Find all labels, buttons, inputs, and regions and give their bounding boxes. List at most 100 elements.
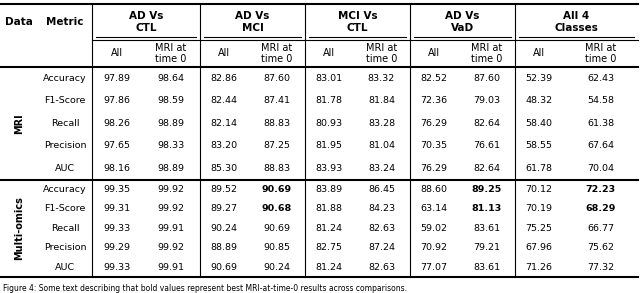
Text: 87.24: 87.24 xyxy=(368,243,395,252)
Text: 75.62: 75.62 xyxy=(587,243,614,252)
Text: 83.32: 83.32 xyxy=(368,74,395,83)
Text: 88.83: 88.83 xyxy=(263,164,290,173)
Text: 81.24: 81.24 xyxy=(316,224,342,233)
Text: 80.93: 80.93 xyxy=(316,119,342,128)
Text: 98.59: 98.59 xyxy=(157,96,184,105)
Text: 72.23: 72.23 xyxy=(586,185,616,194)
Text: 90.68: 90.68 xyxy=(261,204,292,213)
Text: 70.92: 70.92 xyxy=(420,243,447,252)
Text: 66.77: 66.77 xyxy=(587,224,614,233)
Text: 82.63: 82.63 xyxy=(368,224,395,233)
Text: 58.55: 58.55 xyxy=(525,141,552,150)
Text: MRI at
time 0: MRI at time 0 xyxy=(585,43,616,64)
Text: 70.12: 70.12 xyxy=(525,185,552,194)
Text: Metric: Metric xyxy=(46,17,84,27)
Text: 70.04: 70.04 xyxy=(587,164,614,173)
Text: 83.93: 83.93 xyxy=(316,164,342,173)
Text: 83.24: 83.24 xyxy=(368,164,395,173)
Text: 76.29: 76.29 xyxy=(420,119,447,128)
Text: 97.86: 97.86 xyxy=(104,96,131,105)
Text: 89.25: 89.25 xyxy=(472,185,502,194)
Text: 88.89: 88.89 xyxy=(211,243,237,252)
Text: 82.75: 82.75 xyxy=(316,243,342,252)
Text: 67.96: 67.96 xyxy=(525,243,552,252)
Text: 87.41: 87.41 xyxy=(263,96,290,105)
Text: 81.84: 81.84 xyxy=(368,96,395,105)
Text: AD Vs
CTL: AD Vs CTL xyxy=(129,11,163,33)
Text: 77.32: 77.32 xyxy=(587,263,614,272)
Text: 83.61: 83.61 xyxy=(473,263,500,272)
Text: Accuracy: Accuracy xyxy=(43,74,87,83)
Text: 97.89: 97.89 xyxy=(104,74,131,83)
Text: 70.19: 70.19 xyxy=(525,204,552,213)
Text: 77.07: 77.07 xyxy=(420,263,447,272)
Text: 75.25: 75.25 xyxy=(525,224,552,233)
Text: Accuracy: Accuracy xyxy=(43,185,87,194)
Text: 79.21: 79.21 xyxy=(473,243,500,252)
Text: 87.60: 87.60 xyxy=(473,74,500,83)
Text: 90.85: 90.85 xyxy=(263,243,290,252)
Text: 82.64: 82.64 xyxy=(473,164,500,173)
Text: All 4
Classes: All 4 Classes xyxy=(555,11,598,33)
Text: 82.14: 82.14 xyxy=(211,119,237,128)
Text: 90.69: 90.69 xyxy=(211,263,237,272)
Text: 71.26: 71.26 xyxy=(525,263,552,272)
Text: 98.33: 98.33 xyxy=(157,141,184,150)
Text: 61.78: 61.78 xyxy=(525,164,552,173)
Text: AUC: AUC xyxy=(55,263,75,272)
Text: 63.14: 63.14 xyxy=(420,204,447,213)
Text: All: All xyxy=(111,49,123,59)
Text: 81.78: 81.78 xyxy=(316,96,342,105)
Text: 58.40: 58.40 xyxy=(525,119,552,128)
Text: 79.03: 79.03 xyxy=(473,96,500,105)
Text: 82.52: 82.52 xyxy=(420,74,447,83)
Text: 48.32: 48.32 xyxy=(525,96,552,105)
Text: AUC: AUC xyxy=(55,164,75,173)
Text: 81.88: 81.88 xyxy=(316,204,342,213)
Text: 99.92: 99.92 xyxy=(157,185,184,194)
Text: 82.86: 82.86 xyxy=(211,74,237,83)
Text: F1-Score: F1-Score xyxy=(44,204,86,213)
Text: Precision: Precision xyxy=(44,243,86,252)
Text: 98.26: 98.26 xyxy=(104,119,131,128)
Text: 89.52: 89.52 xyxy=(211,185,237,194)
Text: 76.29: 76.29 xyxy=(420,164,447,173)
Text: 85.30: 85.30 xyxy=(211,164,237,173)
Text: All: All xyxy=(323,49,335,59)
Text: Multi-omics: Multi-omics xyxy=(14,196,24,260)
Text: F1-Score: F1-Score xyxy=(44,96,86,105)
Text: 99.33: 99.33 xyxy=(104,224,131,233)
Text: 83.28: 83.28 xyxy=(368,119,395,128)
Text: 67.64: 67.64 xyxy=(587,141,614,150)
Text: MRI at
time 0: MRI at time 0 xyxy=(471,43,502,64)
Text: 90.24: 90.24 xyxy=(211,224,237,233)
Text: 70.35: 70.35 xyxy=(420,141,447,150)
Text: 99.31: 99.31 xyxy=(104,204,131,213)
Text: 81.24: 81.24 xyxy=(316,263,342,272)
Text: MRI at
time 0: MRI at time 0 xyxy=(366,43,397,64)
Text: 90.24: 90.24 xyxy=(263,263,290,272)
Text: 86.45: 86.45 xyxy=(368,185,395,194)
Text: 99.29: 99.29 xyxy=(104,243,131,252)
Text: 98.16: 98.16 xyxy=(104,164,131,173)
Text: 84.23: 84.23 xyxy=(368,204,395,213)
Text: 90.69: 90.69 xyxy=(263,224,290,233)
Text: All: All xyxy=(428,49,440,59)
Text: MRI at
time 0: MRI at time 0 xyxy=(156,43,187,64)
Text: 82.63: 82.63 xyxy=(368,263,395,272)
Text: 90.69: 90.69 xyxy=(261,185,292,194)
Text: 61.38: 61.38 xyxy=(587,119,614,128)
Text: 88.60: 88.60 xyxy=(420,185,447,194)
Text: MCI Vs
CTL: MCI Vs CTL xyxy=(338,11,378,33)
Text: Recall: Recall xyxy=(51,119,79,128)
Text: 98.89: 98.89 xyxy=(157,119,184,128)
Text: 81.04: 81.04 xyxy=(368,141,395,150)
Text: 99.91: 99.91 xyxy=(157,224,184,233)
Text: 99.92: 99.92 xyxy=(157,204,184,213)
Text: 99.35: 99.35 xyxy=(104,185,131,194)
Text: 82.44: 82.44 xyxy=(211,96,237,105)
Text: 81.95: 81.95 xyxy=(316,141,342,150)
Text: Recall: Recall xyxy=(51,224,79,233)
Text: All: All xyxy=(533,49,545,59)
Text: MRI: MRI xyxy=(14,113,24,134)
